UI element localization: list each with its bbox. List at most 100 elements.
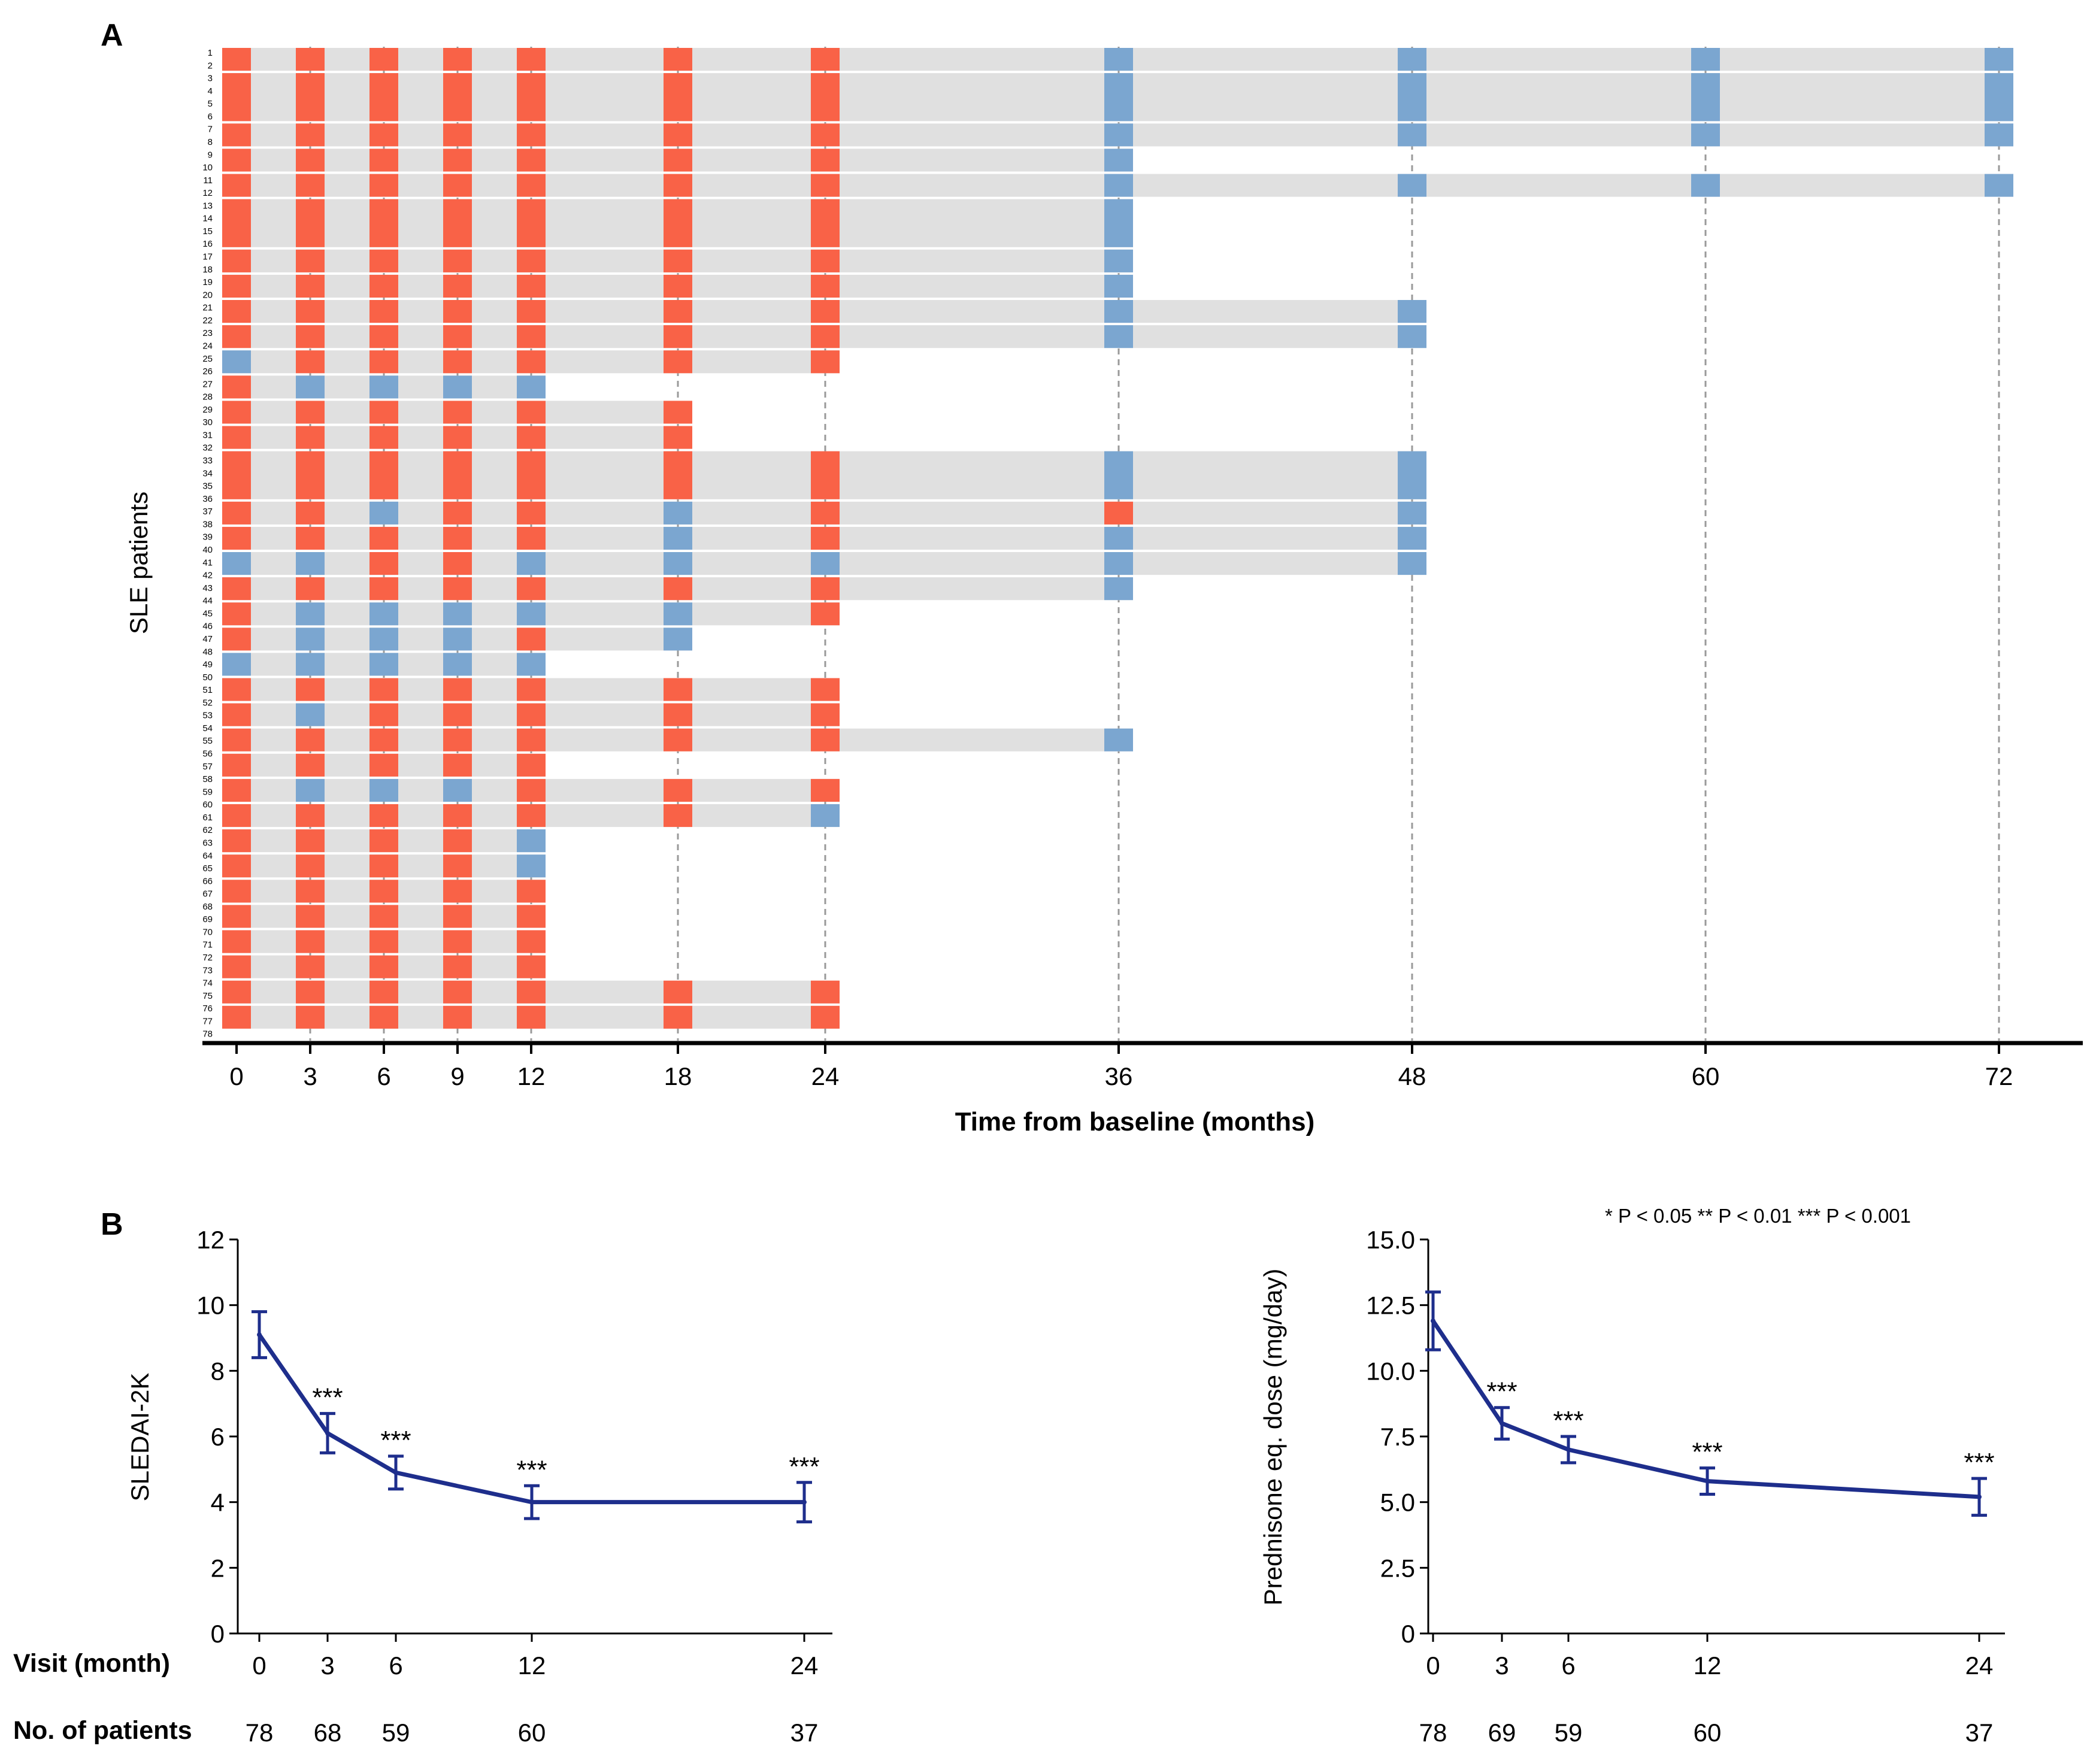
patient-label: 63: [202, 838, 213, 848]
inactive-visit-block: [1691, 48, 1720, 71]
y-axis-title: Prednisone eq. dose (mg/day): [1259, 1269, 1287, 1606]
patient-label: 39: [202, 532, 213, 542]
active-visit-block: [443, 1005, 472, 1029]
patient-label: 61: [202, 813, 213, 823]
active-visit-block: [517, 274, 546, 298]
active-visit-block: [443, 526, 472, 550]
active-visit-block: [222, 980, 251, 1004]
active-visit-block: [369, 300, 398, 323]
y-axis-title: SLEDAI-2K: [126, 1373, 154, 1502]
active-visit-block: [811, 325, 840, 348]
active-visit-block: [443, 148, 472, 172]
active-visit-block: [517, 300, 546, 323]
panel-a-label: A: [101, 18, 123, 53]
active-visit-block: [811, 501, 840, 525]
active-visit-block: [222, 375, 251, 399]
prednisone-chart: 0 2.5 5.0 7.5 10.0 12.5 15.0 0 78 3 69 6 59 12 60 24 37 P…: [1259, 1226, 2005, 1747]
active-visit-block: [664, 73, 692, 122]
inactive-visit-block: [1104, 199, 1133, 247]
significance-annotation: ***: [789, 1452, 819, 1481]
active-visit-block: [369, 123, 398, 147]
active-visit-block: [222, 451, 251, 499]
active-visit-block: [296, 829, 325, 853]
active-visit-block: [369, 829, 398, 853]
active-visit-block: [517, 350, 546, 374]
patient-label: 36: [202, 494, 213, 504]
patient-label: 78: [202, 1029, 213, 1039]
data-point: [802, 1499, 807, 1505]
active-visit-block: [296, 728, 325, 751]
active-visit-block: [222, 628, 251, 651]
active-visit-block: [369, 249, 398, 272]
inactive-visit-block: [369, 653, 398, 676]
patient-label: 70: [202, 927, 213, 937]
active-visit-block: [664, 778, 692, 802]
inactive-visit-block: [369, 628, 398, 651]
inactive-visit-block: [1104, 577, 1133, 601]
x-tick-label: 6: [377, 1062, 390, 1090]
active-visit-block: [664, 678, 692, 701]
panel-b-label: B: [101, 1207, 123, 1242]
active-visit-block: [222, 1005, 251, 1029]
active-visit-block: [296, 48, 325, 71]
active-visit-block: [664, 577, 692, 601]
patient-label: 44: [202, 596, 213, 606]
active-visit-block: [811, 148, 840, 172]
inactive-visit-block: [517, 602, 546, 626]
active-visit-block: [443, 955, 472, 978]
data-point: [1500, 1421, 1504, 1426]
active-visit-block: [517, 955, 546, 978]
inactive-visit-block: [1985, 123, 2013, 147]
active-visit-block: [296, 199, 325, 247]
inactive-visit-block: [1104, 73, 1133, 122]
active-visit-block: [296, 577, 325, 601]
active-visit-block: [222, 174, 251, 197]
active-visit-block: [443, 401, 472, 424]
x-tick-label: 6: [1561, 1651, 1575, 1680]
active-visit-block: [369, 401, 398, 424]
inactive-visit-block: [517, 854, 546, 878]
y-tick-label: 12: [196, 1226, 225, 1254]
visit-row-label: Visit (month): [13, 1649, 170, 1678]
patient-label: 60: [202, 800, 213, 810]
active-visit-block: [811, 73, 840, 122]
inactive-visit-block: [517, 552, 546, 575]
active-visit-block: [222, 880, 251, 903]
active-visit-block: [222, 426, 251, 449]
patient-label: 7: [208, 125, 213, 135]
inactive-visit-block: [1104, 526, 1133, 550]
x-tick-label: 3: [1495, 1651, 1509, 1680]
active-visit-block: [443, 73, 472, 122]
active-visit-block: [296, 854, 325, 878]
active-visit-block: [296, 526, 325, 550]
inactive-visit-block: [1104, 300, 1133, 323]
active-visit-block: [811, 678, 840, 701]
active-visit-block: [517, 577, 546, 601]
active-visit-block: [443, 980, 472, 1004]
active-visit-block: [443, 199, 472, 247]
y-tick-label: 7.5: [1380, 1423, 1415, 1451]
active-visit-block: [517, 628, 546, 651]
active-visit-block: [664, 426, 692, 449]
active-visit-block: [664, 980, 692, 1004]
active-visit-block: [443, 325, 472, 348]
active-visit-block: [443, 249, 472, 272]
active-visit-block: [222, 148, 251, 172]
inactive-visit-block: [222, 350, 251, 374]
active-visit-block: [296, 73, 325, 122]
active-visit-block: [811, 300, 840, 323]
y-tick-label: 4: [211, 1489, 225, 1517]
patient-count-label: 59: [382, 1718, 410, 1747]
y-tick-label: 8: [211, 1357, 225, 1385]
active-visit-block: [517, 1005, 546, 1029]
active-visit-block: [811, 174, 840, 197]
y-tick-label: 10.0: [1366, 1357, 1415, 1385]
patient-label: 17: [202, 252, 213, 262]
active-visit-block: [222, 829, 251, 853]
active-visit-block: [811, 199, 840, 247]
patient-label: 12: [202, 188, 213, 198]
x-tick-label: 0: [229, 1062, 243, 1090]
active-visit-block: [811, 728, 840, 751]
inactive-visit-block: [1691, 123, 1720, 147]
